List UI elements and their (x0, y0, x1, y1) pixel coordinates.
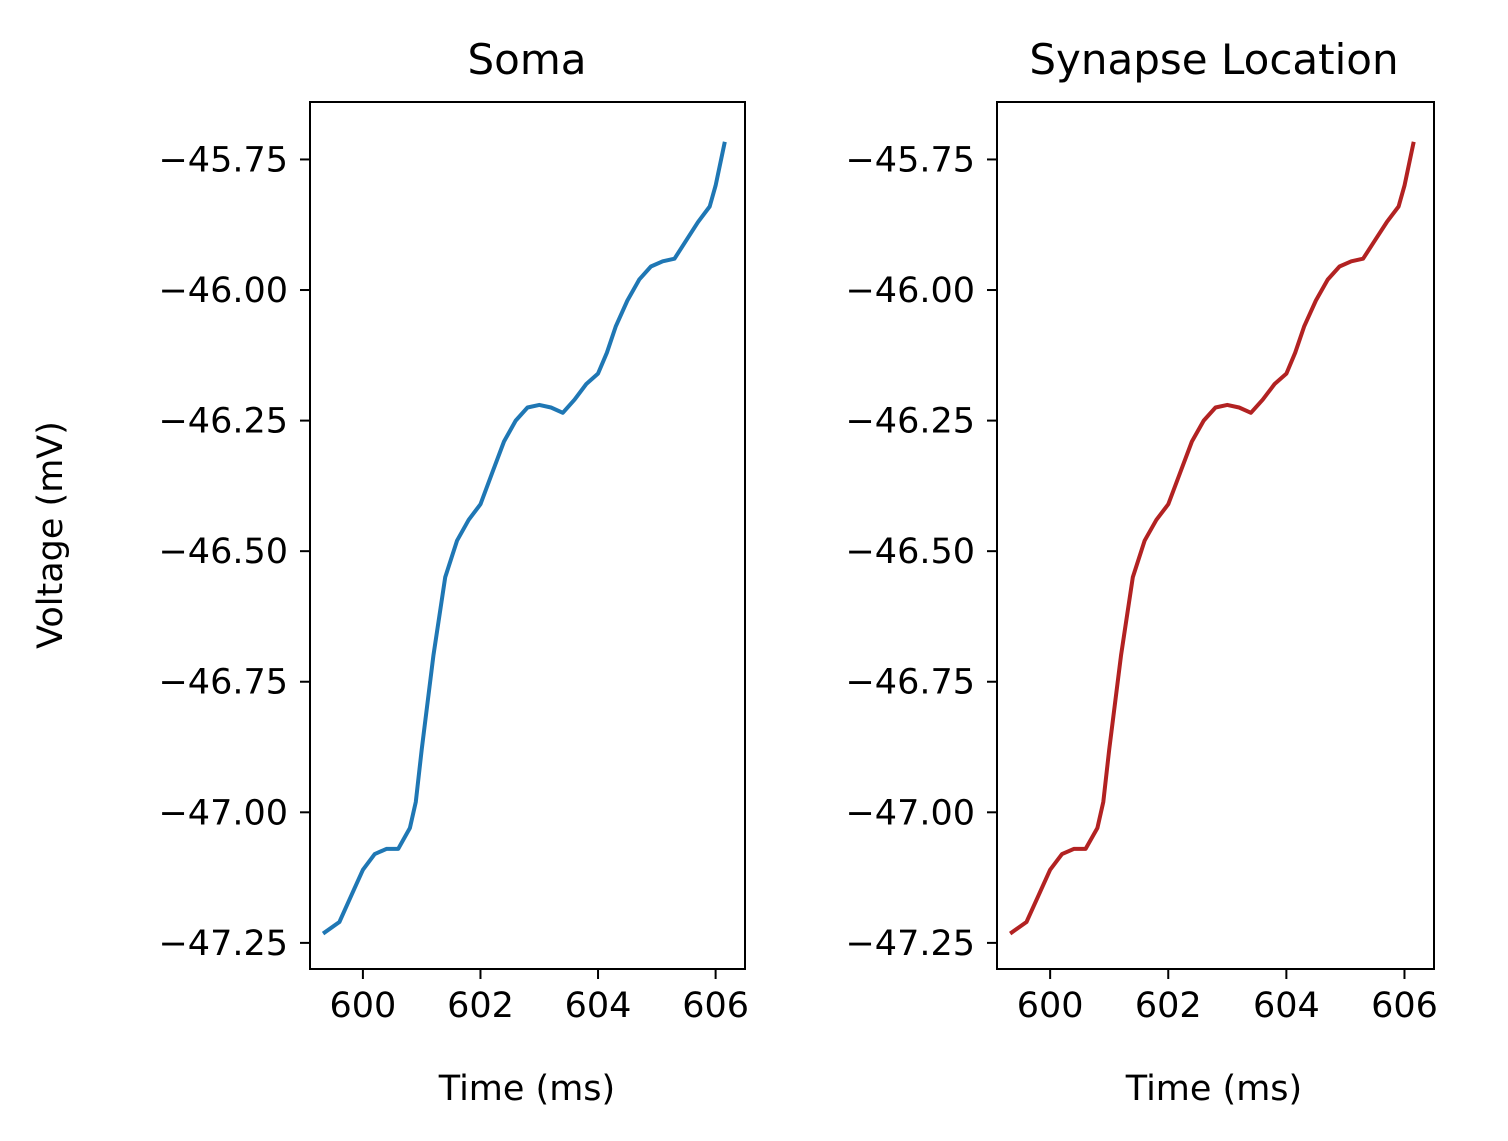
soma-y-tick-label-3: −46.50 (158, 532, 288, 572)
synapse-location-y-tick-label-4: −46.25 (845, 402, 975, 442)
synapse-location-y-tick-label-0: −47.25 (845, 924, 975, 964)
synapse-location-y-tick-label-6: −45.75 (845, 140, 975, 180)
soma-y-tick-label-6: −45.75 (158, 140, 288, 180)
soma-x-tick-label-2: 604 (565, 986, 632, 1026)
soma-x-tick-label-0: 600 (329, 986, 396, 1026)
soma-axes-frame (309, 101, 746, 970)
synapse-location-y-tick-label-5: −46.00 (845, 271, 975, 311)
synapse-location-x-axis-label: Time (ms) (1125, 1069, 1302, 1109)
soma-y-tick-label-0: −47.25 (158, 924, 288, 964)
soma-x-axis-label: Time (ms) (438, 1069, 615, 1109)
synapse-location-axes-frame (996, 101, 1435, 970)
soma-x-tick-label-3: 606 (682, 986, 749, 1026)
soma-series-line-0 (321, 141, 727, 936)
synapse-location-plot-area: 600 602 604 606 −47.25 −47.00 −46.75 −46.50 −46.… (845, 101, 1438, 1026)
soma-y-tick-label-5: −46.00 (158, 271, 288, 311)
synapse-location-title: Synapse Location (1029, 35, 1398, 84)
soma-plot-area: 600 602 604 606 −47.25 −47.00 −46.75 −46.50 −46.… (158, 101, 749, 1026)
soma-y-tick-label-2: −46.75 (158, 663, 288, 703)
soma-y-axis-label: Voltage (mV) (31, 421, 71, 649)
synapse-location-panel: Synapse Location 600 602 604 606 −47.25 −47.0… (845, 35, 1437, 1109)
soma-y-tick-label-1: −47.00 (158, 793, 288, 833)
synapse-location-y-tick-label-1: −47.00 (845, 793, 975, 833)
synapse-location-x-tick-label-3: 606 (1371, 986, 1438, 1026)
synapse-location-x-tick-label-2: 604 (1253, 986, 1320, 1026)
soma-x-tick-label-1: 602 (447, 986, 514, 1026)
soma-panel: Soma 600 602 604 606 −47.25 −47.00 −46.75 −46.5… (31, 35, 749, 1109)
synapse-location-series-line-0 (1009, 141, 1416, 936)
soma-title: Soma (467, 35, 586, 84)
synapse-location-x-tick-label-1: 602 (1135, 986, 1202, 1026)
synapse-location-y-tick-label-2: −46.75 (845, 663, 975, 703)
synapse-location-y-tick-label-3: −46.50 (845, 532, 975, 572)
synapse-location-x-tick-label-0: 600 (1017, 986, 1084, 1026)
soma-y-tick-label-4: −46.25 (158, 402, 288, 442)
